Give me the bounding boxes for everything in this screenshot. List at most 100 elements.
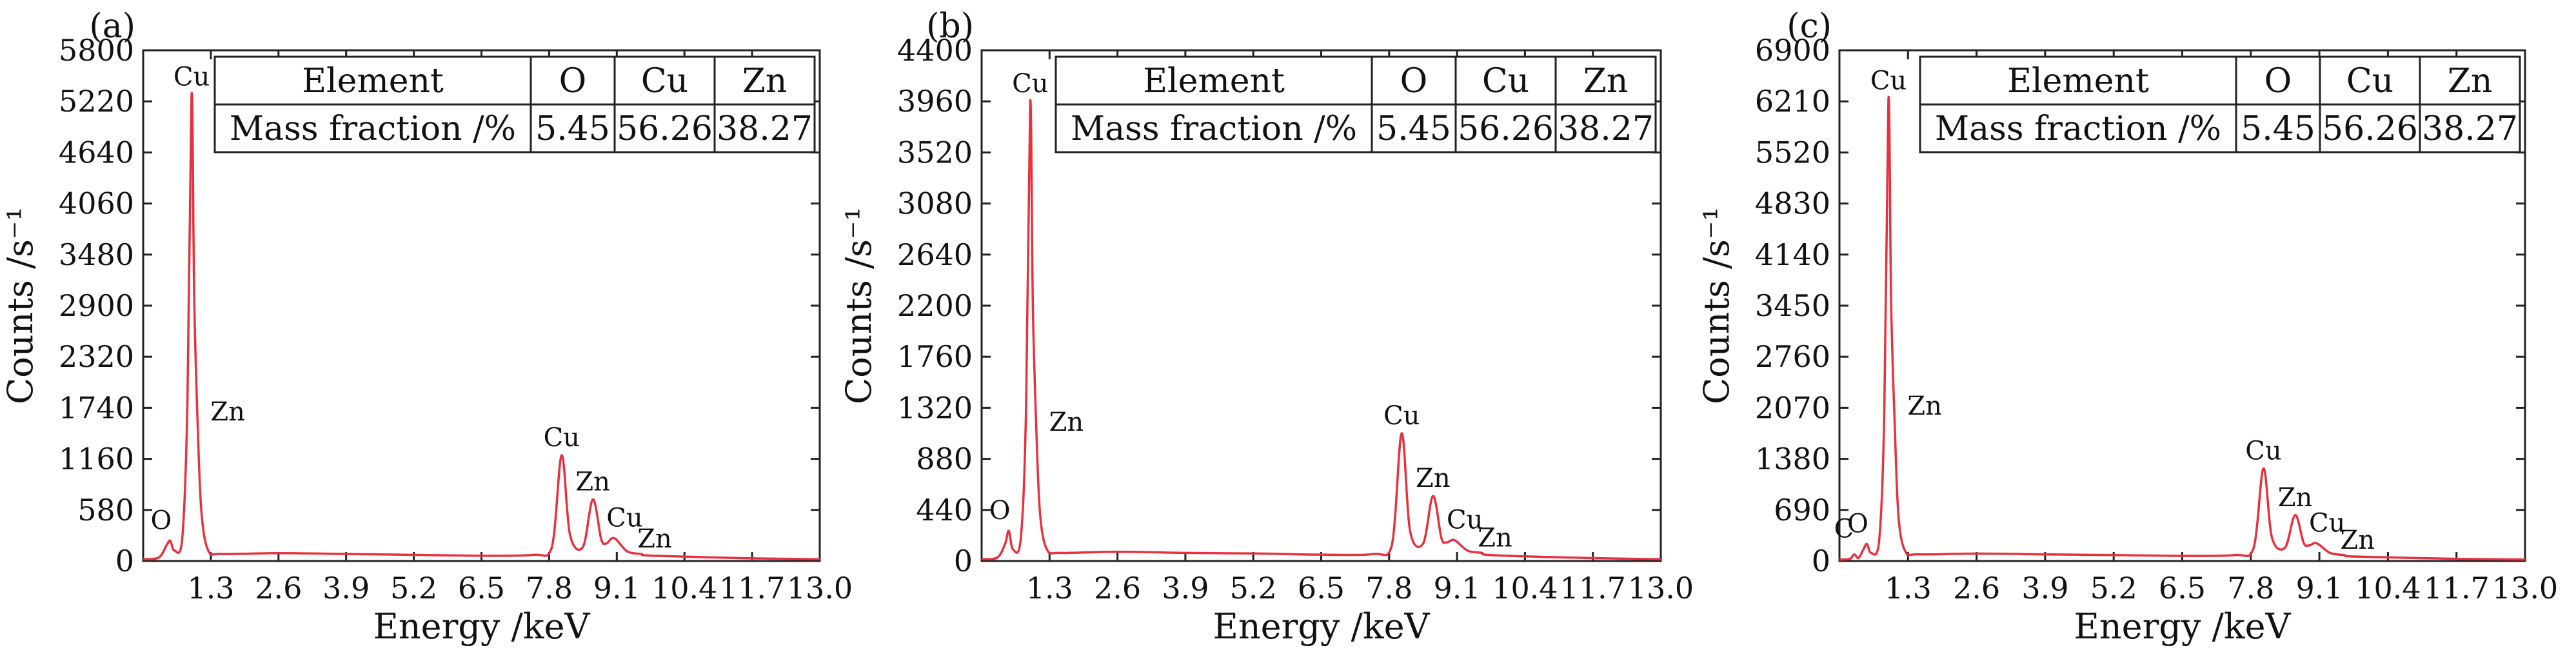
eds-panel-3: 0 690 1380 2070 2760 3450 4140 4830 5520 6210 6900… — [1696, 7, 2558, 647]
peak-label: Cu — [606, 503, 642, 533]
peak-label: Cu — [1383, 401, 1420, 431]
x-tick-label: 11.7 — [2423, 571, 2489, 606]
y-axis-title: Counts /s⁻¹ — [838, 207, 879, 404]
peak-label: Zn — [1478, 523, 1512, 553]
eds-panel-2: 0 440 880 1320 1760 2200 2640 3080 3520 3960 4400 1… — [838, 7, 1694, 647]
peak-label: Zn — [210, 397, 245, 427]
x-tick-label: 7.8 — [2227, 571, 2274, 606]
x-tick-label: 11.7 — [1560, 571, 1625, 606]
table-header-cell: Zn — [2448, 62, 2493, 101]
x-tick-label: 5.2 — [390, 571, 437, 606]
peak-label: Zn — [2341, 526, 2375, 555]
table-value-cell: 56.26 — [2322, 110, 2418, 148]
spectrum-line — [143, 92, 820, 561]
composition-table: Element Mass fraction /% O 5.45 Cu 56.26 Zn 38.… — [1919, 55, 2521, 153]
y-tick-label: 5520 — [1755, 135, 1830, 170]
x-tick-label: 2.6 — [1094, 571, 1141, 606]
table-value-cell: 5.45 — [535, 110, 610, 148]
table-header-cell: O — [1400, 62, 1428, 101]
y-tick-label: 4400 — [897, 33, 973, 68]
table-header-cell: Cu — [1482, 62, 1529, 101]
x-tick-label: 7.8 — [1365, 571, 1412, 606]
panel-label: (b) — [926, 7, 974, 46]
peak-label: C — [1834, 515, 1854, 544]
peak-label: Cu — [1870, 66, 1907, 96]
y-tick-label: 5220 — [59, 84, 134, 119]
y-tick-label: 2200 — [897, 288, 973, 323]
y-tick-label: 2900 — [59, 288, 134, 323]
x-tick-label: 10.4 — [1492, 571, 1558, 606]
y-tick-label: 4140 — [1755, 237, 1830, 272]
x-tick-label: 1.3 — [187, 571, 234, 606]
y-tick-label: 0 — [115, 544, 134, 578]
table-value-cell: 5.45 — [2241, 110, 2315, 148]
peak-label: Cu — [2309, 508, 2345, 538]
x-tick-label: 13.0 — [1628, 571, 1694, 606]
x-axis-title: Energy /keV — [373, 606, 590, 647]
table-value-cell: Mass fraction /% — [1935, 110, 2221, 148]
y-tick-label: 5800 — [59, 33, 134, 68]
x-tick-label: 13.0 — [2492, 571, 2558, 606]
y-tick-label: 3960 — [897, 84, 973, 119]
spectrum-line — [981, 99, 1661, 561]
peak-label: Zn — [637, 524, 672, 554]
peak-label: Cu — [1012, 69, 1048, 99]
x-tick-label: 10.4 — [2355, 571, 2421, 606]
peak-label: O — [1847, 509, 1868, 539]
table-value-cell: 38.27 — [1558, 110, 1654, 148]
peak-label: Cu — [544, 423, 580, 453]
table-value-cell: Mass fraction /% — [1071, 110, 1357, 148]
peak-label: Cu — [2245, 437, 2281, 466]
table-header-cell: Cu — [2346, 62, 2393, 101]
y-tick-label: 2760 — [1755, 339, 1830, 374]
y-tick-label: 0 — [954, 544, 973, 578]
table-header-cell: O — [2264, 62, 2292, 101]
y-tick-label: 3080 — [897, 186, 973, 221]
peak-label: Zn — [1416, 464, 1451, 493]
y-tick-label: 1760 — [897, 339, 973, 374]
y-tick-label: 1740 — [59, 390, 134, 425]
x-tick-label: 9.1 — [1434, 571, 1481, 606]
y-tick-label: 4060 — [59, 186, 134, 221]
y-tick-label: 3450 — [1755, 288, 1830, 323]
x-tick-label: 1.3 — [1026, 571, 1073, 606]
y-tick-label: 690 — [1774, 493, 1830, 527]
table-value-cell: Mass fraction /% — [230, 110, 516, 148]
table-header-cell: Element — [2007, 62, 2149, 101]
y-tick-label: 0 — [1812, 544, 1830, 578]
peak-label: O — [989, 496, 1011, 526]
y-tick-label: 880 — [916, 442, 973, 477]
y-axis-title: Counts /s⁻¹ — [0, 207, 41, 404]
y-tick-label: 4640 — [59, 135, 134, 170]
x-axis-title: Energy /keV — [1213, 606, 1430, 647]
y-tick-label: 4830 — [1755, 186, 1830, 221]
table-value-cell: 38.27 — [717, 110, 813, 148]
composition-table: Element Mass fraction /% O 5.45 Cu 56.26 Zn 38.… — [1055, 55, 1657, 153]
y-tick-label: 3520 — [897, 135, 973, 170]
panel-label: (a) — [89, 7, 135, 46]
x-tick-label: 9.1 — [593, 571, 640, 606]
x-axis-title: Energy /keV — [2074, 606, 2291, 647]
table-value-cell: 56.26 — [617, 110, 713, 148]
x-tick-label: 5.2 — [2090, 571, 2137, 606]
spectrum-line — [1839, 95, 2526, 561]
y-axis-title: Counts /s⁻¹ — [1696, 207, 1737, 404]
panel-label: (c) — [1787, 7, 1832, 46]
x-tick-label: 10.4 — [651, 571, 717, 606]
x-tick-label: 3.9 — [322, 571, 370, 606]
y-tick-label: 580 — [77, 493, 134, 527]
y-tick-label: 1160 — [59, 442, 134, 477]
x-tick-label: 1.3 — [1885, 571, 1932, 606]
composition-table: Element Mass fraction /% O 5.45 Cu 56.26 Zn 38.… — [213, 55, 816, 153]
peak-label: O — [151, 506, 172, 536]
eds-panel-1: 0 580 1160 1740 2320 2900 3480 4060 4640 5220 5800… — [0, 7, 853, 647]
y-tick-label: 1380 — [1755, 442, 1830, 477]
peak-label: Cu — [173, 62, 210, 92]
y-tick-label: 1320 — [897, 390, 973, 425]
peak-label: Zn — [2278, 483, 2313, 513]
x-tick-label: 2.6 — [1953, 571, 2000, 606]
y-tick-label: 6900 — [1755, 33, 1830, 68]
x-tick-label: 7.8 — [526, 571, 573, 606]
table-value-cell: 5.45 — [1376, 110, 1451, 148]
table-header-cell: O — [559, 62, 587, 101]
